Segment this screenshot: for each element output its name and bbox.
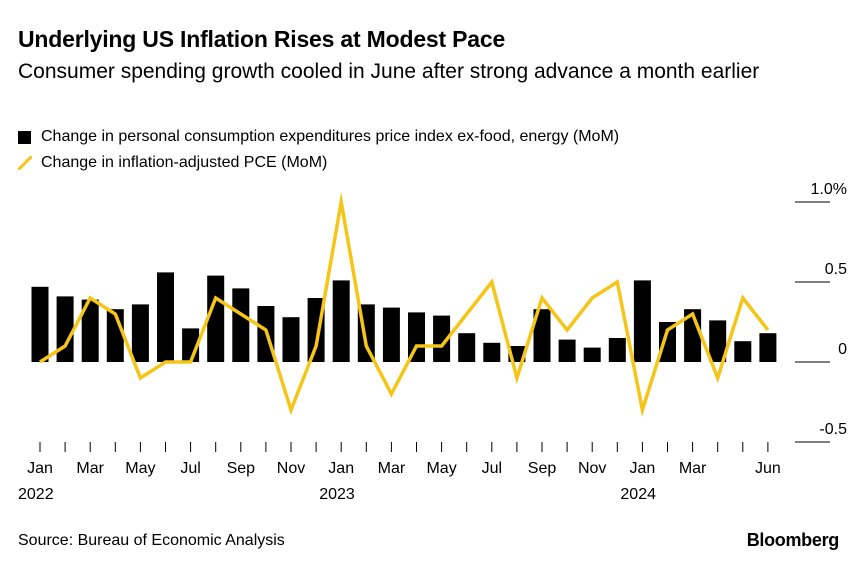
bar — [558, 339, 576, 362]
series-line — [39, 191, 770, 418]
legend-item-line: Change in inflation-adjusted PCE (MoM) — [18, 150, 619, 176]
x-tick-label: May — [125, 460, 155, 477]
bar — [207, 275, 225, 362]
bar — [633, 280, 651, 362]
bar — [458, 333, 476, 362]
year-label: 2024 — [620, 486, 656, 503]
y-tick-label: 1.0% — [811, 181, 847, 198]
bar — [332, 280, 350, 362]
bar — [709, 320, 727, 362]
legend-line-swatch-icon — [18, 156, 32, 170]
y-tick-label: -0.5 — [819, 421, 847, 438]
bar — [81, 299, 99, 362]
x-tick-label: Mar — [76, 460, 104, 477]
x-tick-label: May — [426, 460, 456, 477]
bar — [433, 315, 451, 362]
bar — [483, 342, 501, 362]
x-tick-label: Jan — [27, 460, 53, 477]
year-label: 2023 — [319, 486, 355, 503]
bar — [157, 272, 174, 362]
bar — [608, 338, 626, 362]
legend-bar-label: Change in personal consumption expenditu… — [41, 128, 620, 145]
x-tick-label: Sep — [227, 460, 256, 477]
bar — [533, 309, 551, 362]
year-label: 2022 — [18, 486, 54, 503]
x-tick-label: Mar — [679, 460, 707, 477]
legend: Change in personal consumption expenditu… — [18, 124, 619, 176]
x-tick-label: Nov — [578, 460, 606, 477]
x-tick-label: Jul — [180, 460, 200, 477]
bar — [56, 296, 74, 362]
x-tick-label: Nov — [277, 460, 305, 477]
bar — [408, 312, 425, 362]
x-tick-label: Jan — [328, 460, 354, 477]
legend-item-bars: Change in personal consumption expenditu… — [18, 124, 619, 150]
source-note: Source: Bureau of Economic Analysis — [18, 532, 285, 549]
chart-title: Underlying US Inflation Rises at Modest … — [18, 26, 506, 52]
y-tick-label: 0.5 — [825, 261, 847, 278]
legend-line-label: Change in inflation-adjusted PCE (MoM) — [41, 154, 328, 171]
x-tick-label: Mar — [378, 460, 406, 477]
chart-subtitle: Consumer spending growth cooled in June … — [18, 60, 760, 83]
bar — [759, 333, 777, 362]
y-tick-label: 0 — [838, 341, 847, 358]
bar — [282, 317, 300, 362]
x-tick-label: Jan — [630, 460, 656, 477]
x-tick-label: Sep — [528, 460, 557, 477]
bar — [659, 322, 676, 362]
bar — [232, 288, 250, 362]
bar — [583, 347, 601, 362]
bar — [31, 286, 49, 362]
bar — [131, 304, 149, 362]
bar — [734, 341, 752, 362]
bloomberg-logo: Bloomberg — [746, 530, 840, 550]
x-tick-label: Jun — [755, 460, 781, 477]
legend-bar-swatch-icon — [18, 130, 31, 144]
bar — [382, 307, 400, 362]
x-tick-label: Jul — [482, 460, 502, 477]
